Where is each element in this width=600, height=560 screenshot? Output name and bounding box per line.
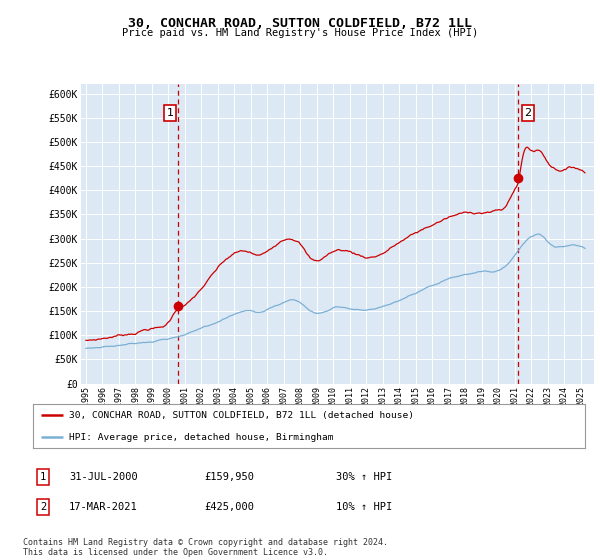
Text: 1: 1 xyxy=(40,472,46,482)
Text: £425,000: £425,000 xyxy=(204,502,254,512)
Text: Price paid vs. HM Land Registry's House Price Index (HPI): Price paid vs. HM Land Registry's House … xyxy=(122,28,478,38)
Text: 31-JUL-2000: 31-JUL-2000 xyxy=(69,472,138,482)
Text: 2: 2 xyxy=(524,108,532,118)
Text: 10% ↑ HPI: 10% ↑ HPI xyxy=(336,502,392,512)
Text: 30, CONCHAR ROAD, SUTTON COLDFIELD, B72 1LL (detached house): 30, CONCHAR ROAD, SUTTON COLDFIELD, B72 … xyxy=(69,410,414,420)
Text: 30, CONCHAR ROAD, SUTTON COLDFIELD, B72 1LL: 30, CONCHAR ROAD, SUTTON COLDFIELD, B72 … xyxy=(128,17,472,30)
Text: Contains HM Land Registry data © Crown copyright and database right 2024.
This d: Contains HM Land Registry data © Crown c… xyxy=(23,538,388,557)
Text: 1: 1 xyxy=(167,108,173,118)
Text: HPI: Average price, detached house, Birmingham: HPI: Average price, detached house, Birm… xyxy=(69,432,334,442)
Text: £159,950: £159,950 xyxy=(204,472,254,482)
Text: 17-MAR-2021: 17-MAR-2021 xyxy=(69,502,138,512)
Text: 30% ↑ HPI: 30% ↑ HPI xyxy=(336,472,392,482)
Text: 2: 2 xyxy=(40,502,46,512)
